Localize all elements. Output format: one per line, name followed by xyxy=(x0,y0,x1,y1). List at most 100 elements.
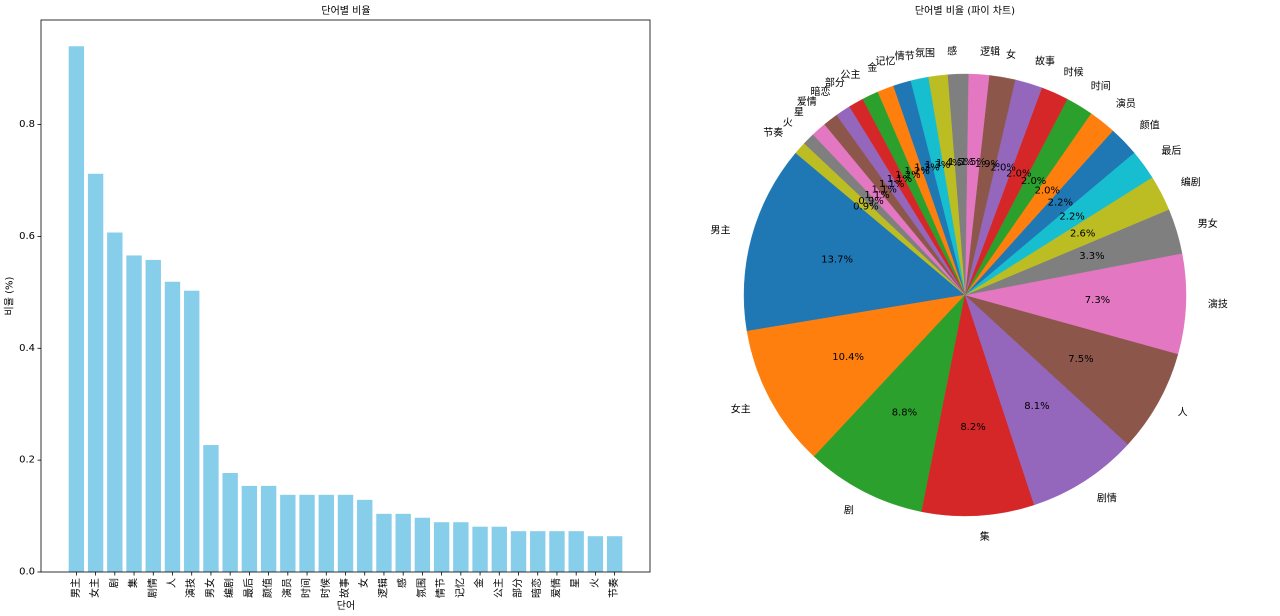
bar-25 xyxy=(530,531,546,572)
pie-percent-label: 1.1% xyxy=(864,190,889,201)
pie-slice-label: 演技 xyxy=(1208,297,1228,310)
pie-percent-label: 2.0% xyxy=(1006,168,1031,179)
pie-slice-label: 部分 xyxy=(825,76,845,89)
x-tick-label: 集 xyxy=(127,578,140,588)
x-tick-label: 演技 xyxy=(184,578,197,598)
pie-slice-label: 氛围 xyxy=(915,46,935,59)
pie-slice-label: 节奏 xyxy=(763,127,783,139)
pie-slice-label: 剧情 xyxy=(1097,492,1117,505)
pie-percent-label: 10.4% xyxy=(832,352,864,363)
pie-slice-2 xyxy=(746,294,966,457)
pie-percent-label: 3.3% xyxy=(1079,251,1104,262)
bar-16 xyxy=(357,499,373,572)
pie-percent-label: 2.0% xyxy=(1021,176,1046,187)
x-tick-label: 逻辑 xyxy=(376,578,389,598)
bar-26 xyxy=(549,531,565,572)
x-tick-label: 时候 xyxy=(319,578,332,598)
x-tick-label: 剧 xyxy=(108,578,120,588)
bar-15 xyxy=(337,494,354,572)
bar-3 xyxy=(107,232,123,572)
y-tick-label: 0.0 xyxy=(19,567,35,578)
pie-percent-label: 1.5% xyxy=(948,157,973,168)
x-tick-label: 星 xyxy=(570,578,582,588)
x-tick-label: 暗恋 xyxy=(530,578,543,598)
bar-19 xyxy=(414,517,431,572)
x-tick-label: 火 xyxy=(589,578,601,588)
bar-18 xyxy=(395,513,411,572)
y-tick-label: 0.4 xyxy=(19,343,35,354)
bar-11 xyxy=(260,485,277,572)
bar-chart: 단어별 비율 0.0 0.2 0.4 0.6 0.8 男主 女主剧集剧情人演技 男女 编剧 最后… xyxy=(4,5,651,612)
bar-13 xyxy=(299,494,315,572)
pie-percent-label: 2.0% xyxy=(990,163,1015,174)
pie-percent-label: 13.7% xyxy=(821,255,853,266)
bar-23 xyxy=(491,526,507,572)
pie-percent-label: 1.9% xyxy=(975,159,1000,170)
x-tick-label: 爱情 xyxy=(549,578,562,598)
pie-slice-29 xyxy=(795,143,966,296)
pie-slice-label: 公主 xyxy=(840,69,860,81)
y-axis-label: 비율 (%) xyxy=(4,276,16,315)
pie-slice-label: 最后 xyxy=(1161,145,1181,157)
bar-22 xyxy=(472,526,488,572)
bar-9 xyxy=(222,473,238,572)
bar-5 xyxy=(145,259,161,572)
pie-slice-4 xyxy=(921,294,1035,517)
y-tick-label: 0.2 xyxy=(19,455,35,466)
x-tick-label: 编剧 xyxy=(223,578,236,598)
pie-slice-6 xyxy=(964,294,1179,445)
x-tick-label: 女主 xyxy=(88,578,101,598)
pie-slice-label: 编剧 xyxy=(1181,175,1201,188)
x-tick-label: 节奏 xyxy=(608,578,620,598)
y-axis: 0.0 0.2 0.4 0.6 0.8 xyxy=(19,119,41,578)
pie-percent-label: 1.2% xyxy=(904,166,929,177)
pie-percent-label: 0.9% xyxy=(858,196,883,207)
bar-4 xyxy=(126,255,142,572)
pie-slice-label: 时间 xyxy=(1091,79,1111,92)
bar-10 xyxy=(241,485,258,572)
pie-slices xyxy=(743,73,1187,517)
pie-percent-label: 7.5% xyxy=(1068,354,1093,365)
pie-percent-label: 2.0% xyxy=(1035,186,1060,197)
bar-8 xyxy=(203,445,219,572)
x-axis: 男主 女主剧集剧情人演技 男女 编剧 最后 颜值 演员 时间 时候 故事女逻辑感氛围 情节 记忆金公主… xyxy=(70,572,620,598)
x-axis-label: 단어 xyxy=(337,600,355,612)
y-tick-label: 0.8 xyxy=(19,119,35,130)
pie-percent-label: 1.5% xyxy=(961,157,986,168)
pie-percent-label: 2.2% xyxy=(1059,211,1084,222)
pie-percent-label: 1.1% xyxy=(887,174,912,185)
pie-slice-label: 剧 xyxy=(844,505,854,517)
x-tick-label: 时间 xyxy=(300,578,313,598)
bar-24 xyxy=(510,531,527,572)
pie-percent-label: 1.3% xyxy=(914,162,939,173)
pie-percent-labels: 13.7% 10.4% 8.8% 8.2% 8.1% 7.5% 7.3% 3.3% 2.6% 2.… xyxy=(821,157,1110,433)
bar-series xyxy=(68,46,623,573)
bar-12 xyxy=(280,494,296,572)
pie-slice-label: 故事 xyxy=(1035,55,1055,68)
pie-percent-label: 8.1% xyxy=(1024,401,1049,412)
pie-slice-label: 人 xyxy=(1178,406,1188,418)
bar-2 xyxy=(87,173,104,573)
pie-slice-3 xyxy=(813,294,966,512)
x-tick-label: 男主 xyxy=(70,578,82,598)
pie-slice-label: 演员 xyxy=(1116,97,1136,110)
bar-17 xyxy=(376,513,392,572)
pie-slice-label: 时候 xyxy=(1064,65,1084,78)
pie-slice-label: 逻辑 xyxy=(980,45,1000,58)
pie-percent-label: 2.2% xyxy=(1048,197,1073,208)
bar-14 xyxy=(318,494,334,572)
pie-percent-label: 1.2% xyxy=(895,170,920,181)
pie-slice-7 xyxy=(964,253,1187,355)
pie-slice-label: 集 xyxy=(980,530,990,543)
x-tick-label: 剧情 xyxy=(146,578,159,598)
x-tick-label: 部分 xyxy=(511,578,524,598)
pie-slice-label: 记忆 xyxy=(875,55,895,68)
bar-chart-title: 단어별 비율 xyxy=(321,5,370,17)
bar-21 xyxy=(453,522,469,572)
pie-slice-label: 男女 xyxy=(1198,217,1218,230)
pie-percent-label: 1.4% xyxy=(936,158,961,169)
x-tick-label: 故事 xyxy=(338,578,351,598)
